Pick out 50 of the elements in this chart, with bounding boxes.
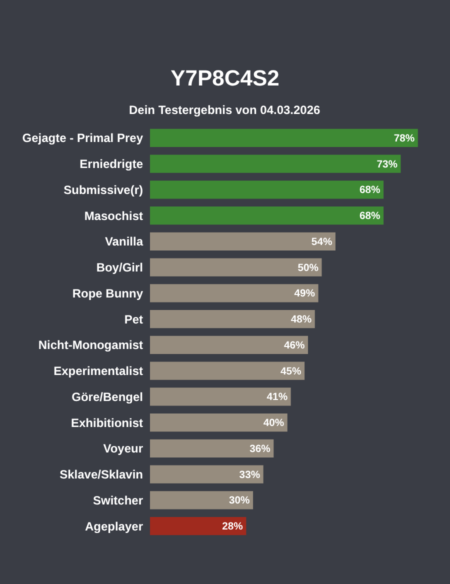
bar: [150, 154, 401, 173]
data-label: 30%: [228, 496, 250, 507]
bar: [150, 336, 308, 354]
bar: [150, 491, 254, 510]
bar: [150, 258, 322, 276]
data-label: 33%: [239, 470, 260, 481]
bar: [150, 128, 418, 147]
data-label: 54%: [311, 236, 332, 248]
y-tick-label: Sklave/Sklavin: [60, 468, 143, 482]
data-label: 68%: [360, 211, 380, 222]
y-tick-label: Switcher: [92, 493, 144, 508]
data-label: 68%: [360, 185, 380, 196]
chart-title: Y7P8C4S2: [170, 66, 280, 91]
y-tick-label: Pet: [124, 312, 143, 326]
chart-subtitle: Dein Testergebnis von 04.03.2026: [129, 103, 321, 117]
data-label: 78%: [394, 133, 415, 144]
y-tick-label: Exhibitionist: [71, 416, 144, 430]
data-label: 50%: [298, 262, 318, 274]
y-tick-label: Submissive(r): [64, 182, 144, 197]
bar: [150, 284, 318, 302]
bar: [150, 206, 384, 225]
data-label: 46%: [284, 340, 305, 352]
y-tick-label: Rope Bunny: [72, 286, 144, 300]
y-tick-label: Experimentalist: [54, 364, 143, 378]
bar: [150, 310, 315, 328]
y-tick-label: Gejagte - Primal Prey: [22, 131, 144, 146]
bar: [150, 388, 291, 406]
data-label: 45%: [280, 366, 302, 378]
data-label: 49%: [294, 288, 316, 300]
y-tick-label: Masochist: [84, 208, 143, 223]
y-tick-label: Göre/Bengel: [72, 390, 143, 404]
bar: [150, 414, 288, 432]
data-label: 41%: [266, 392, 288, 404]
bar: [150, 180, 384, 199]
bar: [150, 517, 246, 536]
y-tick-label: Vanilla: [104, 234, 144, 249]
y-tick-label: Ageplayer: [84, 519, 144, 534]
data-label: 48%: [290, 314, 312, 326]
y-tick-label: Boy/Girl: [96, 260, 143, 275]
bar: [150, 232, 336, 250]
bar: [150, 439, 274, 458]
data-label: 28%: [222, 522, 243, 533]
y-tick-label: Nicht-Monogamist: [38, 338, 143, 352]
y-tick-label: Voyeur: [103, 442, 144, 456]
bar: [150, 362, 305, 380]
bar: [150, 465, 264, 484]
data-label: 40%: [263, 418, 284, 430]
data-label: 73%: [376, 159, 398, 170]
y-tick-label: Erniedrigte: [80, 157, 144, 172]
data-label: 36%: [250, 444, 270, 455]
